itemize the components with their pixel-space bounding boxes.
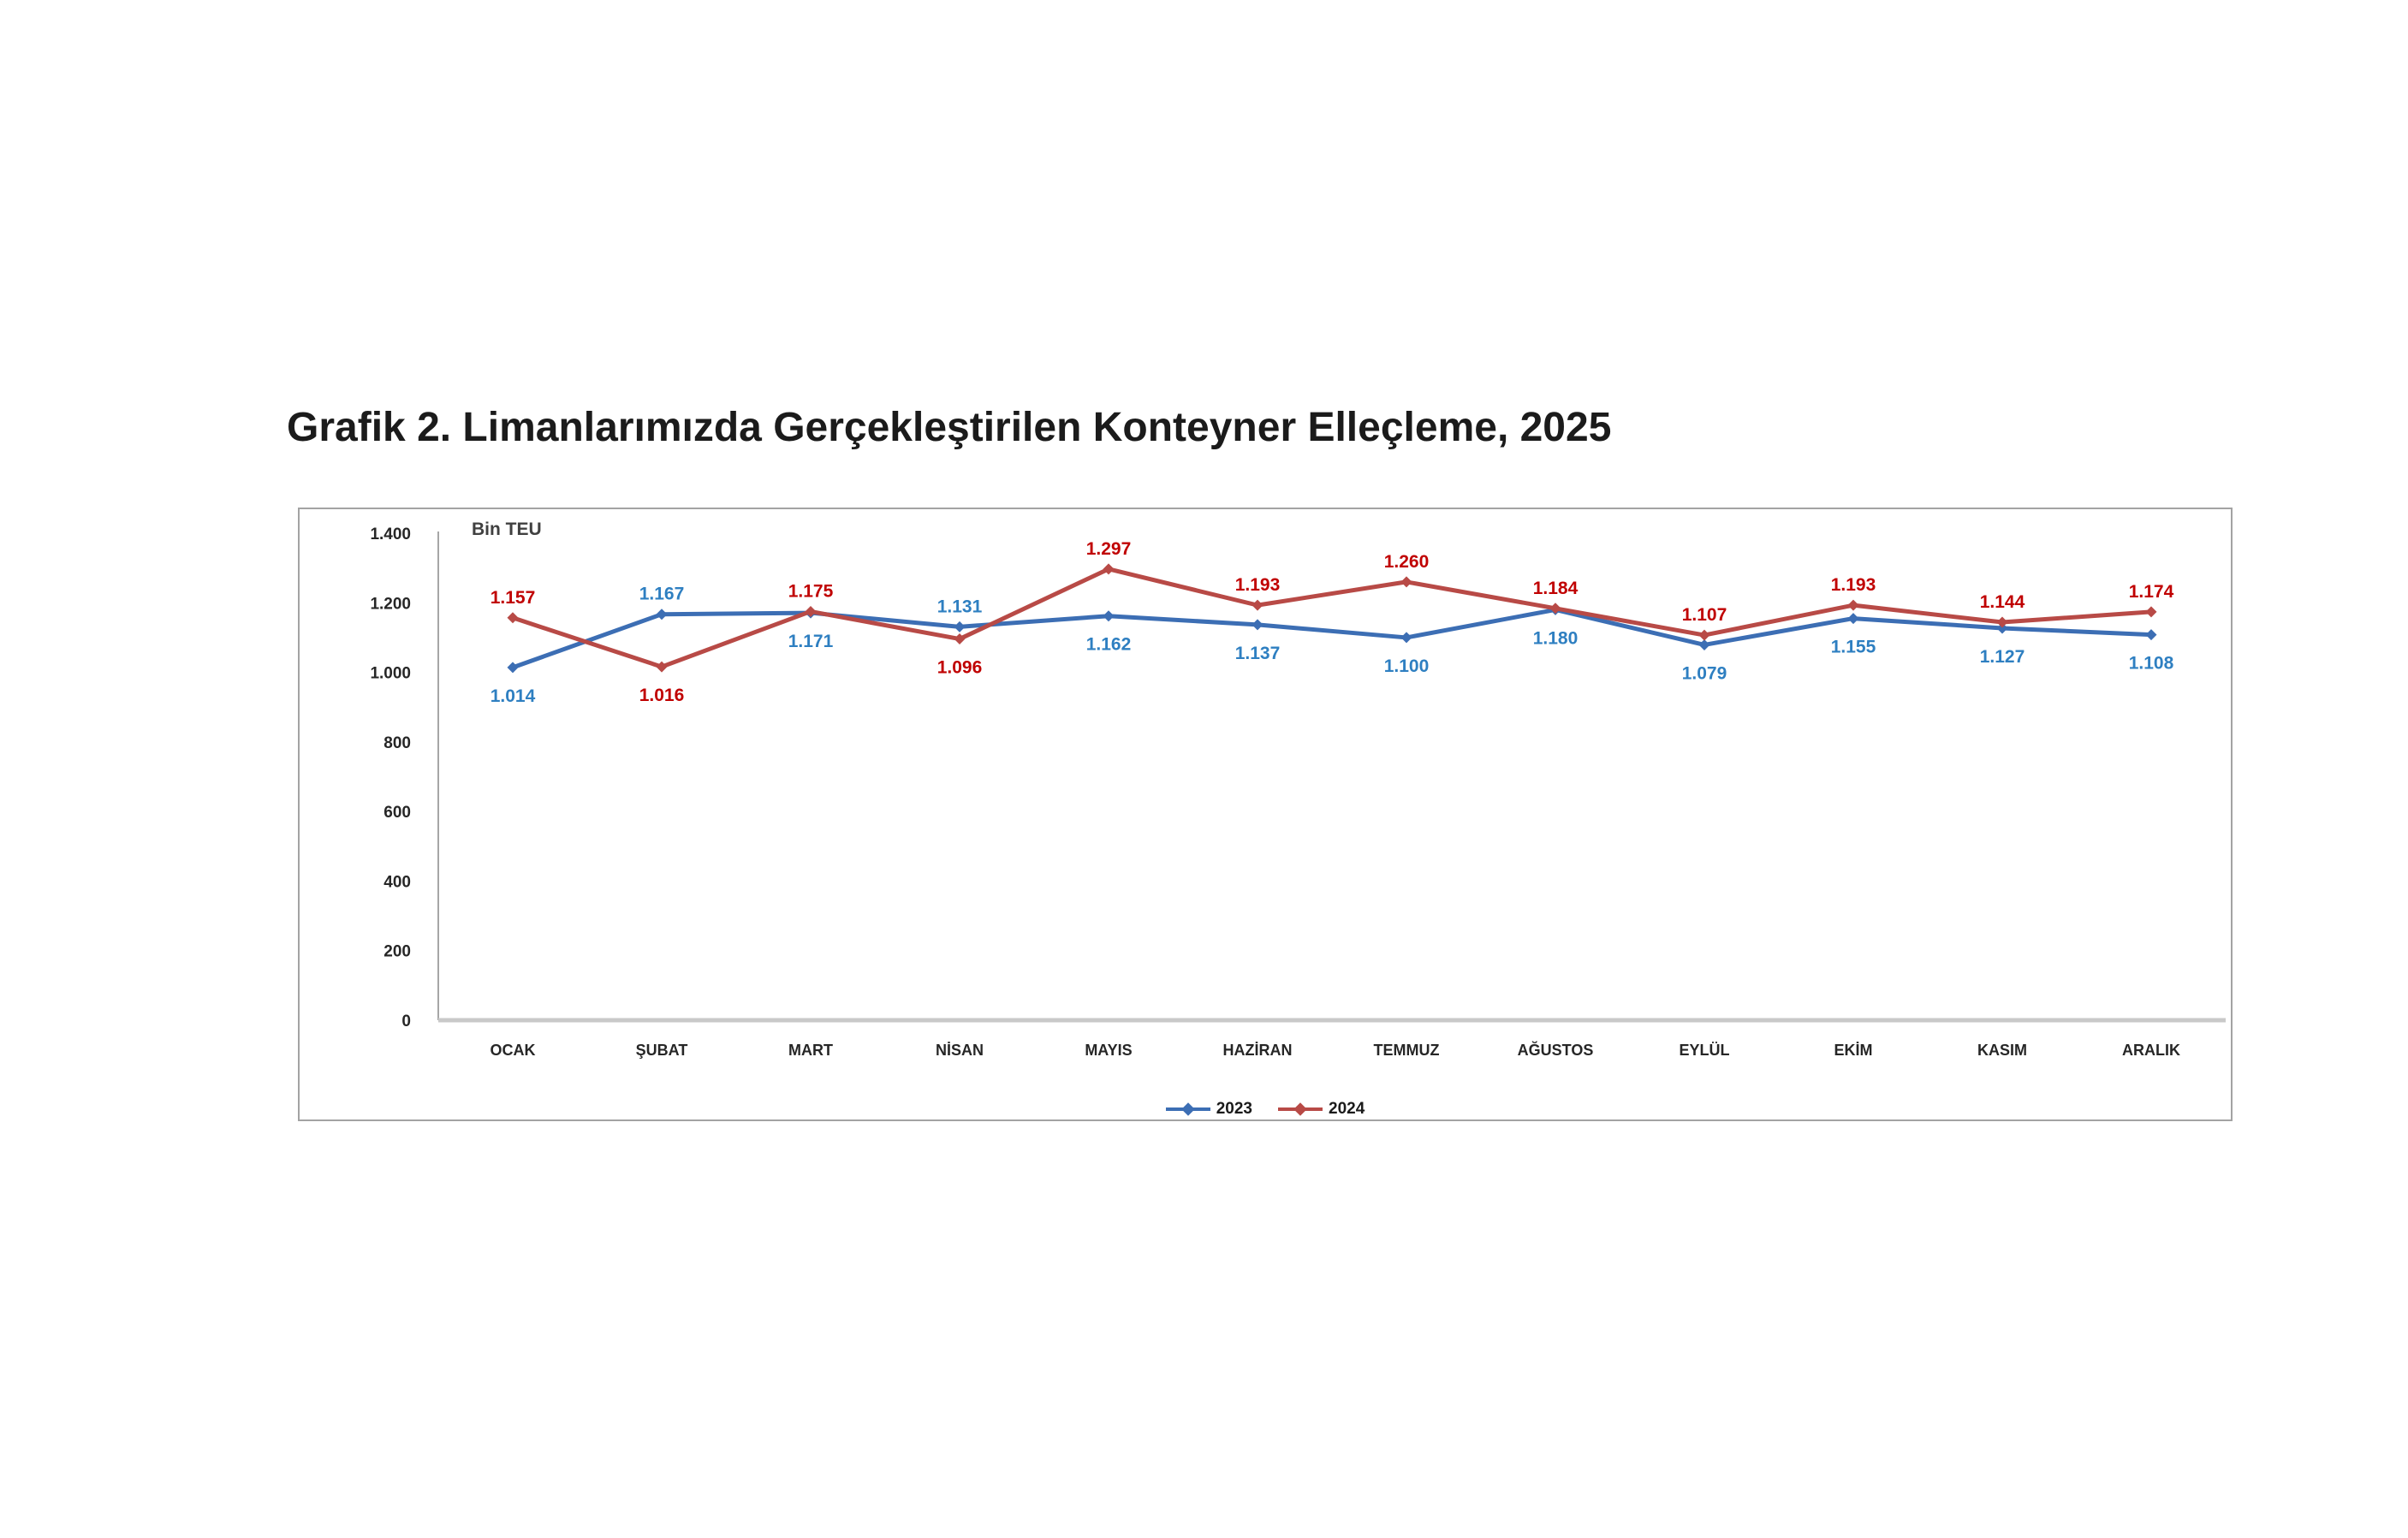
x-tick-label: EKİM xyxy=(1834,1042,1873,1059)
data-label-2024: 1.175 xyxy=(788,581,834,601)
data-point-marker xyxy=(1698,629,1710,641)
x-tick-label: MAYIS xyxy=(1085,1042,1132,1059)
data-point-marker xyxy=(2145,606,2157,618)
data-label-2024: 1.297 xyxy=(1086,539,1132,559)
series-2023 xyxy=(507,603,2157,674)
data-point-marker xyxy=(1996,616,2008,628)
legend-item-2024: 2024 xyxy=(1278,1101,1365,1117)
y-axis-tick-labels: 0 200 400 600 800 1.000 1.200 1.400 xyxy=(370,526,411,1030)
data-label-2024: 1.184 xyxy=(1533,579,1579,598)
data-label-2024: 1.157 xyxy=(491,588,536,608)
x-tick-label: ARALIK xyxy=(2122,1042,2180,1059)
data-label-2023: 1.108 xyxy=(2129,654,2174,674)
legend-line-marker-icon xyxy=(1165,1102,1210,1116)
data-label-2024: 1.193 xyxy=(1235,575,1281,595)
data-point-marker xyxy=(1400,576,1412,588)
y-tick-label: 1.400 xyxy=(370,526,411,543)
chart-title: Grafik 2. Limanlarımızda Gerçekleştirile… xyxy=(287,405,1612,450)
data-label-2024: 1.107 xyxy=(1682,605,1727,625)
legend-diamond-icon xyxy=(1180,1102,1195,1116)
data-labels: 1.157 1.014 1.167 1.016 1.175 1.171 1.131 1.096… xyxy=(491,539,2174,706)
series-line-2024 xyxy=(510,567,2154,669)
x-axis-labels: OCAK ŞUBAT MART NİSAN MAYIS HAZİRAN TEMMUZ AĞUS… xyxy=(491,1041,2181,1059)
series-line-2023 xyxy=(510,607,2154,670)
data-point-marker xyxy=(656,609,668,621)
data-label-2023: 1.127 xyxy=(1980,647,2025,667)
data-point-marker xyxy=(507,662,519,674)
line-chart: 0 200 400 600 800 1.000 1.200 1.400 Bin TEU OCAK Ş… xyxy=(370,520,2226,1059)
legend-label: 2023 xyxy=(1216,1100,1252,1118)
x-tick-label: MART xyxy=(788,1042,833,1059)
y-tick-label: 1.200 xyxy=(370,595,411,613)
data-point-marker xyxy=(1103,563,1115,575)
data-label-2024: 1.193 xyxy=(1831,575,1876,595)
data-label-2023: 1.079 xyxy=(1682,663,1727,683)
data-point-marker xyxy=(1996,622,2008,634)
data-point-marker xyxy=(2145,629,2157,641)
data-label-2023: 1.167 xyxy=(639,585,685,604)
y-axis-unit-label: Bin TEU xyxy=(472,520,542,539)
legend-label: 2024 xyxy=(1329,1100,1365,1118)
data-point-marker xyxy=(1400,632,1412,644)
x-tick-label: NİSAN xyxy=(936,1042,984,1059)
legend-line-marker-icon xyxy=(1278,1102,1323,1116)
data-label-2023: 1.180 xyxy=(1533,628,1579,648)
y-tick-label: 600 xyxy=(383,804,411,822)
data-point-marker xyxy=(1847,613,1859,625)
data-label-2024: 1.096 xyxy=(937,658,983,678)
y-tick-label: 200 xyxy=(383,943,411,961)
data-label-2023: 1.171 xyxy=(788,632,834,651)
data-label-2024: 1.174 xyxy=(2129,582,2174,602)
x-tick-label: KASIM xyxy=(1977,1042,2027,1059)
y-tick-label: 0 xyxy=(401,1012,411,1030)
x-tick-label: AĞUSTOS xyxy=(1518,1041,1594,1059)
data-point-marker xyxy=(1698,638,1710,650)
data-point-marker xyxy=(1847,599,1859,611)
data-point-marker xyxy=(954,633,966,645)
data-point-marker xyxy=(1252,599,1263,611)
series-2024 xyxy=(507,563,2157,673)
x-tick-label: EYLÜL xyxy=(1679,1042,1729,1059)
data-point-marker xyxy=(954,621,966,632)
data-point-marker xyxy=(656,661,668,673)
y-tick-label: 800 xyxy=(383,734,411,752)
chart-legend: 2023 2024 xyxy=(300,1101,2231,1117)
data-point-marker xyxy=(1252,619,1263,631)
x-tick-label: HAZİRAN xyxy=(1223,1042,1293,1059)
x-tick-label: TEMMUZ xyxy=(1374,1042,1440,1059)
data-label-2024: 1.016 xyxy=(639,686,685,705)
data-point-marker xyxy=(1549,603,1561,615)
data-label-2023: 1.014 xyxy=(491,686,536,706)
x-tick-label: OCAK xyxy=(491,1042,536,1059)
legend-diamond-icon xyxy=(1293,1102,1307,1116)
data-point-marker xyxy=(805,605,817,617)
chart-frame: 0 200 400 600 800 1.000 1.200 1.400 Bin TEU OCAK Ş… xyxy=(298,508,2233,1121)
data-label-2023: 1.131 xyxy=(937,597,983,616)
x-tick-label: ŞUBAT xyxy=(636,1042,688,1059)
y-tick-label: 1.000 xyxy=(370,665,411,683)
data-point-marker xyxy=(1103,610,1115,622)
legend-item-2023: 2023 xyxy=(1165,1100,1252,1118)
data-point-marker xyxy=(507,612,519,624)
data-label-2023: 1.155 xyxy=(1831,638,1876,657)
data-label-2024: 1.260 xyxy=(1384,552,1430,572)
axes xyxy=(437,531,2226,1023)
y-tick-label: 400 xyxy=(383,873,411,891)
data-label-2023: 1.162 xyxy=(1086,635,1132,655)
data-label-2023: 1.100 xyxy=(1384,656,1430,676)
data-label-2024: 1.144 xyxy=(1980,592,2025,612)
data-label-2023: 1.137 xyxy=(1235,644,1281,663)
